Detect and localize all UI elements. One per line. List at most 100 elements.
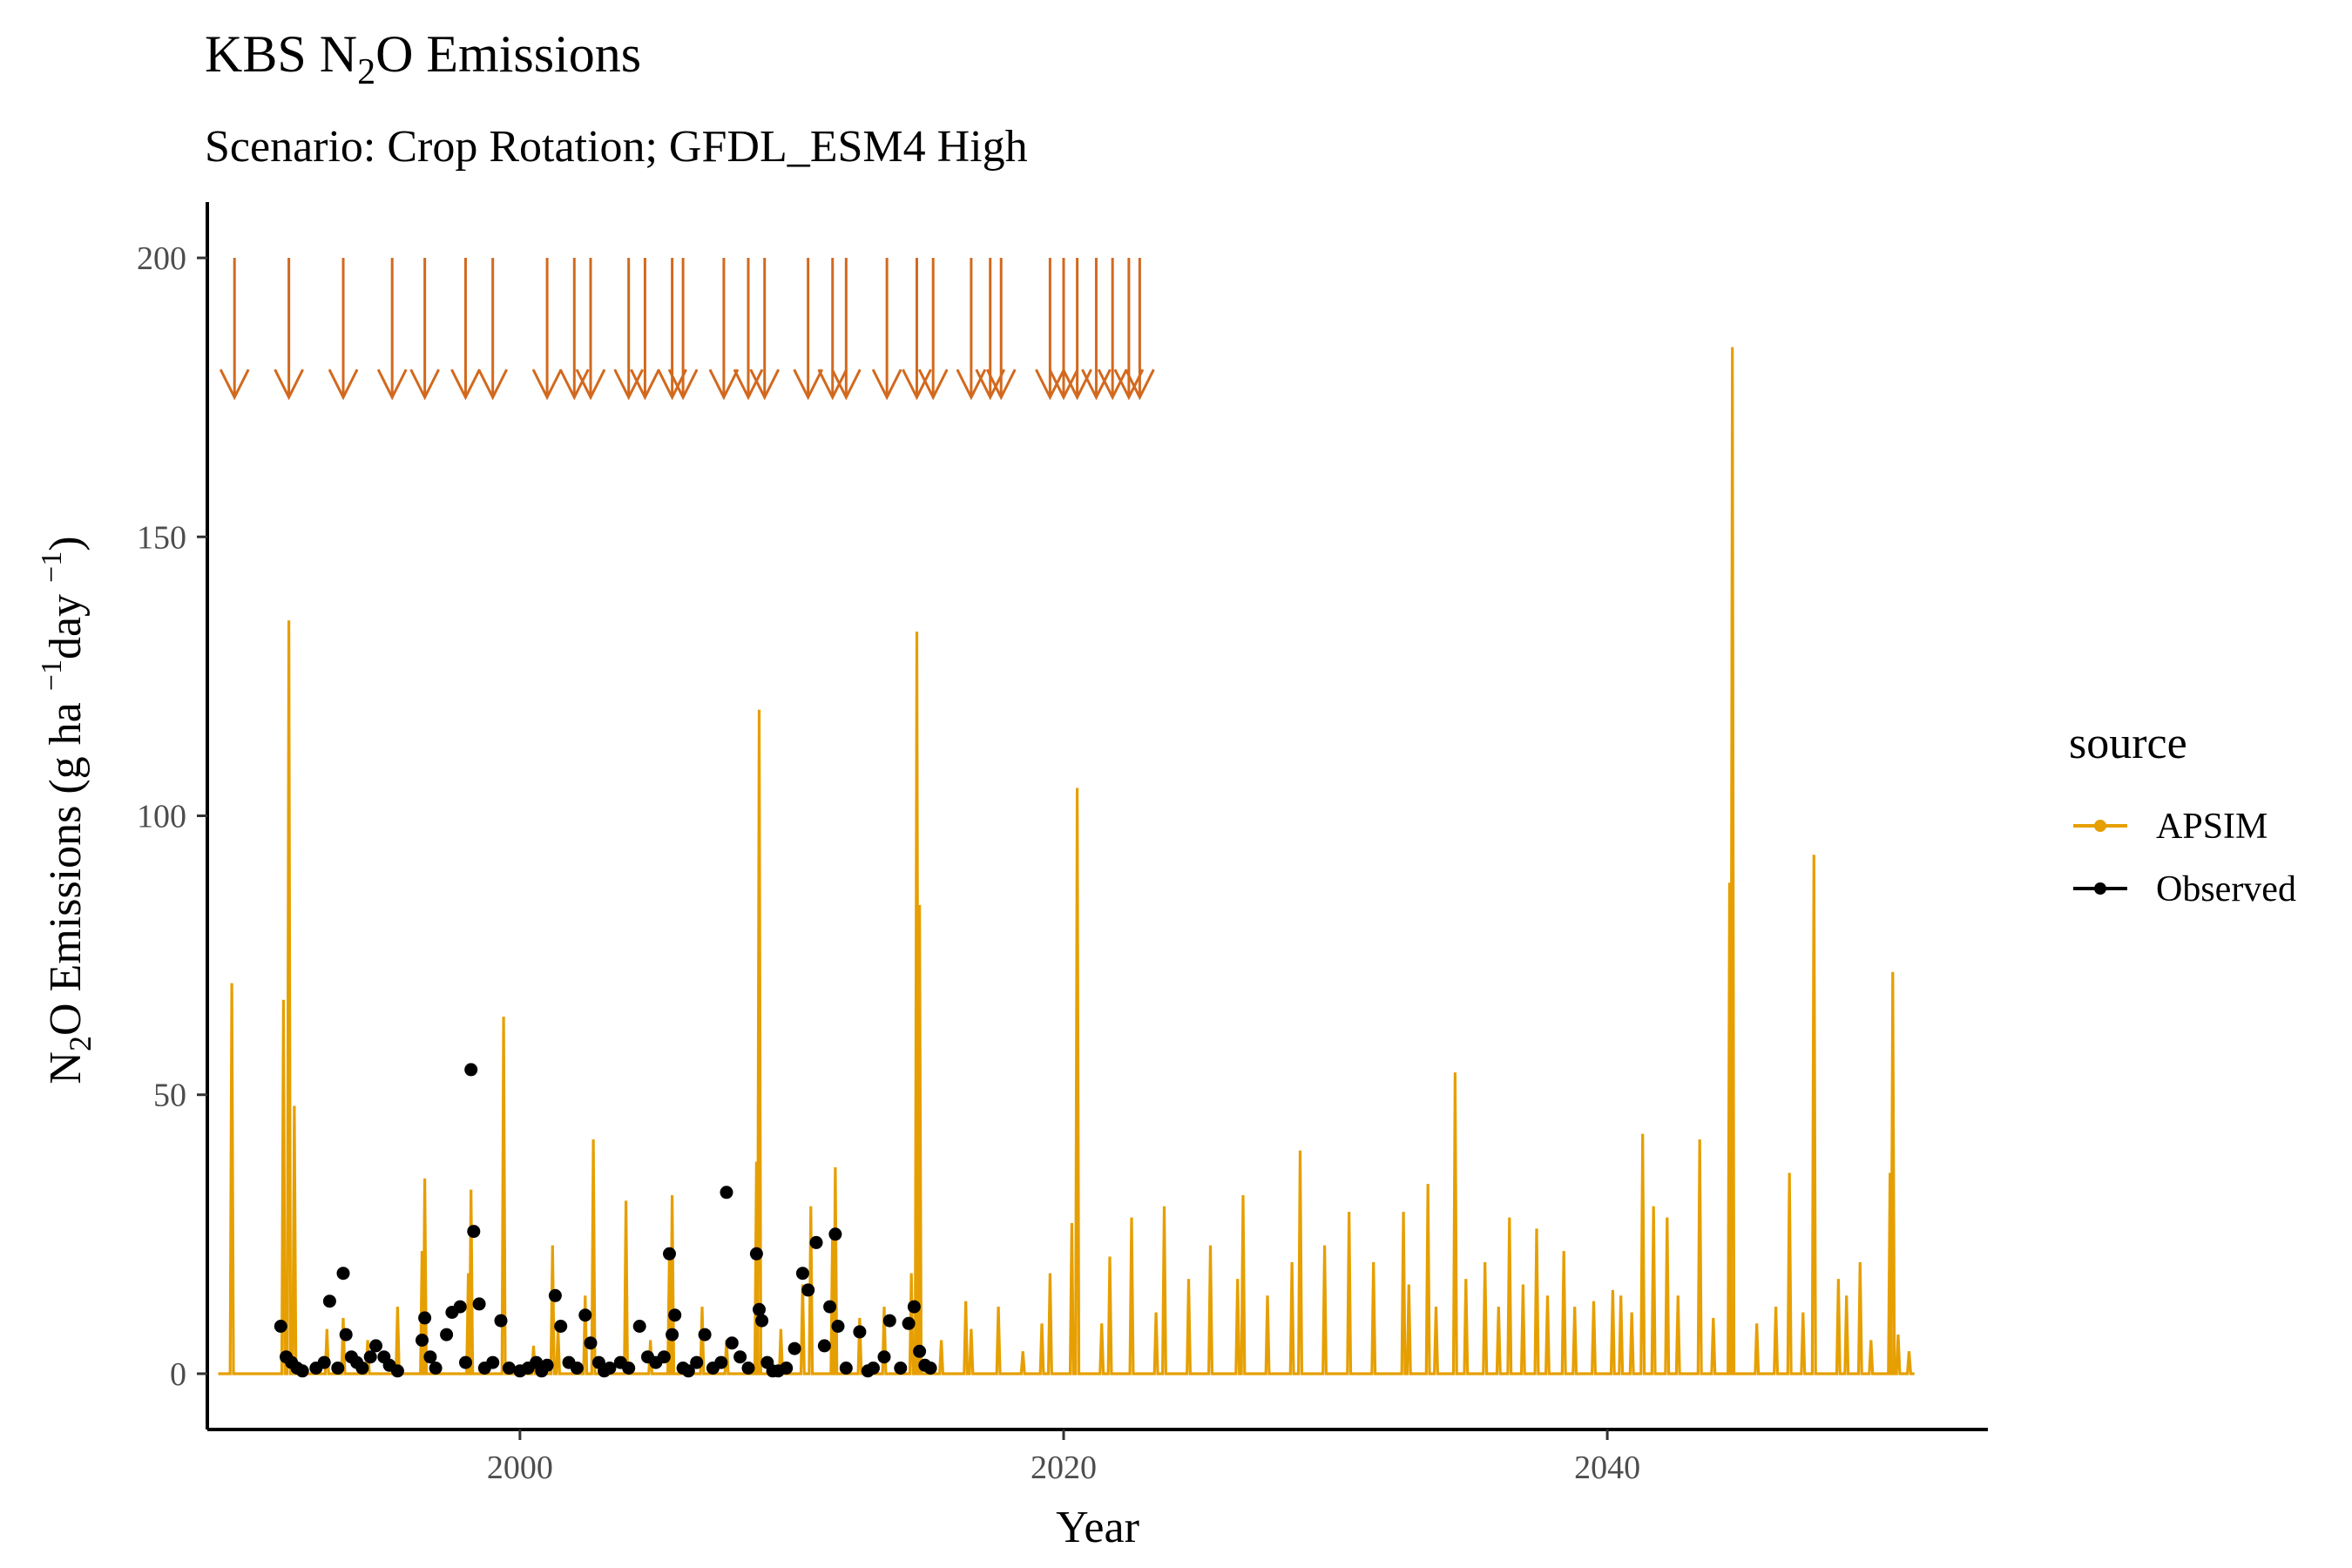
- y-axis-label: N2O Emissions (g ha −1day −1): [36, 536, 98, 1084]
- data-point-observed: [749, 1247, 763, 1260]
- data-point-observed: [494, 1314, 508, 1328]
- legend-label-apsim: APSIM: [2156, 807, 2268, 847]
- data-point-observed: [882, 1314, 896, 1328]
- management-arrow: [749, 258, 781, 401]
- data-point-observed: [459, 1355, 472, 1369]
- data-point-observed: [295, 1364, 309, 1378]
- management-arrow: [917, 258, 949, 401]
- data-point-observed: [429, 1362, 443, 1375]
- y-tick-label: 50: [153, 1078, 186, 1114]
- data-point-observed: [554, 1320, 568, 1333]
- data-point-observed: [336, 1267, 350, 1281]
- data-point-observed: [809, 1235, 823, 1249]
- management-arrow: [1125, 258, 1155, 401]
- data-point-observed: [861, 1364, 875, 1378]
- data-point-observed: [766, 1364, 780, 1378]
- data-point-observed: [853, 1325, 867, 1339]
- management-arrow: [328, 258, 359, 401]
- management-arrow: [630, 258, 660, 401]
- data-point-observed: [913, 1344, 927, 1358]
- data-point-observed: [795, 1267, 809, 1281]
- data-point-observed: [725, 1336, 739, 1350]
- data-point-observed: [418, 1311, 432, 1325]
- management-arrow: [817, 258, 848, 401]
- data-point-observed: [720, 1186, 733, 1200]
- legend-title: source: [2069, 719, 2187, 768]
- management-arrow: [409, 258, 440, 401]
- data-point-observed: [317, 1355, 331, 1369]
- data-point-observed: [467, 1225, 481, 1239]
- data-point-observed: [690, 1355, 704, 1369]
- management-arrow: [1035, 258, 1065, 401]
- data-point-observed: [632, 1320, 646, 1333]
- data-point-observed: [753, 1302, 766, 1316]
- data-point-observed: [535, 1364, 549, 1378]
- data-point-observed: [578, 1308, 592, 1322]
- management-arrow: [219, 258, 250, 401]
- y-tick-label: 150: [137, 519, 186, 556]
- series-line-apsim: [218, 347, 1915, 1375]
- data-point-observed: [839, 1362, 853, 1375]
- x-axis-label: Year: [1056, 1503, 1139, 1552]
- data-point-observed: [363, 1350, 377, 1364]
- data-point-observed: [657, 1350, 671, 1364]
- legend-key-point-observed: [2094, 882, 2106, 895]
- y-tick-label: 0: [170, 1356, 186, 1393]
- management-arrow: [477, 258, 509, 401]
- x-tick-label: 2040: [1574, 1450, 1640, 1486]
- data-point-observed: [801, 1283, 815, 1297]
- y-tick-label: 200: [137, 240, 186, 277]
- data-point-observed: [923, 1362, 937, 1375]
- management-arrow: [613, 258, 645, 401]
- data-point-observed: [668, 1308, 682, 1322]
- management-arrow: [531, 258, 563, 401]
- data-point-observed: [570, 1362, 584, 1375]
- data-point-observed: [339, 1328, 353, 1342]
- data-point-observed: [733, 1350, 747, 1364]
- data-point-observed: [755, 1314, 769, 1328]
- y-tick-label: 100: [137, 799, 186, 835]
- legend: source APSIM Observed: [2069, 719, 2296, 909]
- legend-key-point-apsim: [2094, 820, 2106, 832]
- data-point-observed: [907, 1300, 921, 1314]
- management-arrow: [902, 258, 932, 401]
- data-point-observed: [322, 1294, 336, 1308]
- data-point-observed: [355, 1362, 369, 1375]
- management-arrow: [1081, 258, 1112, 401]
- axes: 0 50 100 150 200 2000 2020 2040: [137, 202, 1988, 1486]
- management-arrow: [733, 258, 764, 401]
- management-arrow: [985, 258, 1017, 401]
- management-arrow: [450, 258, 481, 401]
- data-point-observed: [390, 1364, 404, 1378]
- management-arrow: [667, 258, 699, 401]
- chart-title: KBS N2O Emissions: [205, 25, 641, 92]
- legend-label-observed: Observed: [2156, 869, 2296, 909]
- data-point-observed: [464, 1063, 478, 1077]
- data-point-observed: [787, 1342, 801, 1355]
- management-arrow: [708, 258, 740, 401]
- data-point-observed: [780, 1362, 794, 1375]
- data-point-observed: [472, 1297, 486, 1311]
- data-point-observed: [823, 1300, 837, 1314]
- data-point-observed: [714, 1355, 728, 1369]
- data-point-observed: [817, 1339, 831, 1353]
- data-point-observed: [548, 1288, 562, 1302]
- data-point-observed: [416, 1334, 429, 1347]
- management-arrow: [831, 258, 862, 401]
- data-point-observed: [502, 1362, 516, 1375]
- data-point-observed: [584, 1336, 598, 1350]
- data-point-observed: [423, 1350, 437, 1364]
- data-point-observed: [622, 1362, 636, 1375]
- data-point-observed: [902, 1316, 916, 1330]
- chart-subtitle: Scenario: Crop Rotation; GFDL_ESM4 High: [205, 122, 1028, 172]
- data-point-observed: [894, 1362, 908, 1375]
- management-arrow: [1048, 258, 1079, 401]
- x-tick-label: 2020: [1031, 1450, 1097, 1486]
- data-point-observed: [828, 1227, 842, 1241]
- management-arrow: [558, 258, 590, 401]
- data-point-observed: [831, 1320, 845, 1333]
- data-point-observed: [741, 1362, 755, 1375]
- management-arrow: [575, 258, 606, 401]
- data-point-observed: [681, 1364, 695, 1378]
